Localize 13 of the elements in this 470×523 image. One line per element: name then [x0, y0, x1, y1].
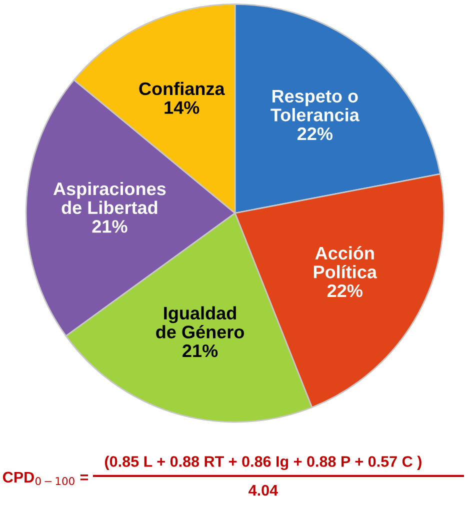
slice-label: Aspiraciones de Libertad [53, 182, 166, 214]
data-label: 22% [297, 127, 333, 140]
text: (0.85 L + 0.88 RT + 0.86 Ig + 0.88 P + 0.57 C ) [105, 456, 422, 470]
data-label: 22% [327, 284, 362, 298]
slice-label: Confianza [139, 82, 225, 96]
data-label: 21% [92, 220, 128, 233]
slice-label: Acción Política [314, 246, 378, 278]
slice-label: Igualdad de Género [156, 306, 244, 338]
data-label: 21% [182, 344, 218, 358]
text: CPD$_{0−100}$ = [2, 472, 88, 486]
text: 4.04 [248, 484, 278, 496]
data-label: 14% [164, 101, 200, 114]
slice-label: Respeto o Tolerancia [270, 90, 360, 122]
